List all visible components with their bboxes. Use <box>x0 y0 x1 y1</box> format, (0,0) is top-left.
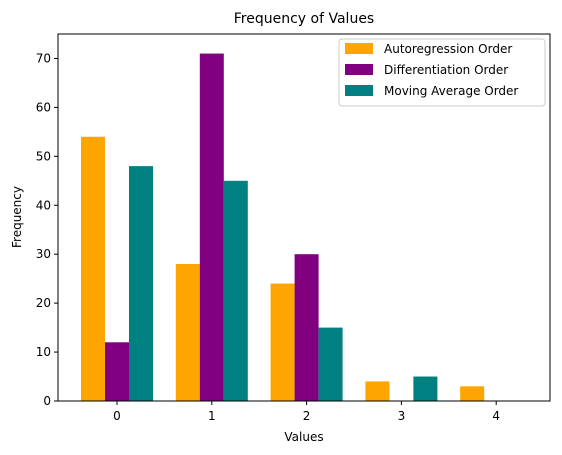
bar-0-0 <box>81 136 105 401</box>
y-tick-label: 40 <box>36 198 51 212</box>
y-axis-ticks: 0 10 20 30 40 50 60 70 <box>36 51 58 408</box>
y-tick-label: 60 <box>36 100 51 114</box>
y-tick-label: 30 <box>36 247 51 261</box>
bar-0-4 <box>460 386 485 401</box>
legend-label: Moving Average Order <box>384 84 518 98</box>
x-axis-label: Values <box>284 430 323 444</box>
bar-2-1 <box>223 180 248 401</box>
x-tick-label: 4 <box>492 409 500 423</box>
bar-0-1 <box>175 263 200 401</box>
x-axis-ticks: 0 1 2 3 4 <box>113 401 500 423</box>
y-tick-label: 20 <box>36 296 51 310</box>
legend-items: Autoregression Order Differentiation Orde… <box>345 42 518 98</box>
chart-title: Frequency of Values <box>234 11 374 27</box>
y-axis-label: Frequency <box>10 186 24 248</box>
y-tick-label: 10 <box>36 345 51 359</box>
y-tick-label: 70 <box>36 51 51 65</box>
x-tick-label: 3 <box>398 409 406 423</box>
legend-box <box>338 38 546 107</box>
bars-layer <box>81 53 485 401</box>
y-tick-label: 50 <box>36 149 51 163</box>
legend-swatch <box>345 43 373 54</box>
bar-0-3 <box>365 381 390 401</box>
bar-1-2 <box>294 254 319 401</box>
bar-1-0 <box>105 342 129 401</box>
bar-2-0 <box>129 166 153 401</box>
y-tick-label: 0 <box>43 394 51 408</box>
bar-1-1 <box>199 53 224 401</box>
bar-2-2 <box>318 327 343 401</box>
legend-label: Autoregression Order <box>384 42 512 56</box>
legend-swatch <box>345 85 373 96</box>
x-tick-label: 1 <box>208 409 216 423</box>
plot-frame <box>57 33 551 402</box>
legend: Autoregression Order Differentiation Orde… <box>338 38 546 107</box>
legend-swatch <box>345 64 373 75</box>
x-tick-label: 0 <box>113 409 121 423</box>
bar-0-2 <box>270 283 295 401</box>
bar-2-3 <box>413 376 438 401</box>
legend-label: Differentiation Order <box>384 63 508 77</box>
x-tick-label: 2 <box>303 409 311 423</box>
